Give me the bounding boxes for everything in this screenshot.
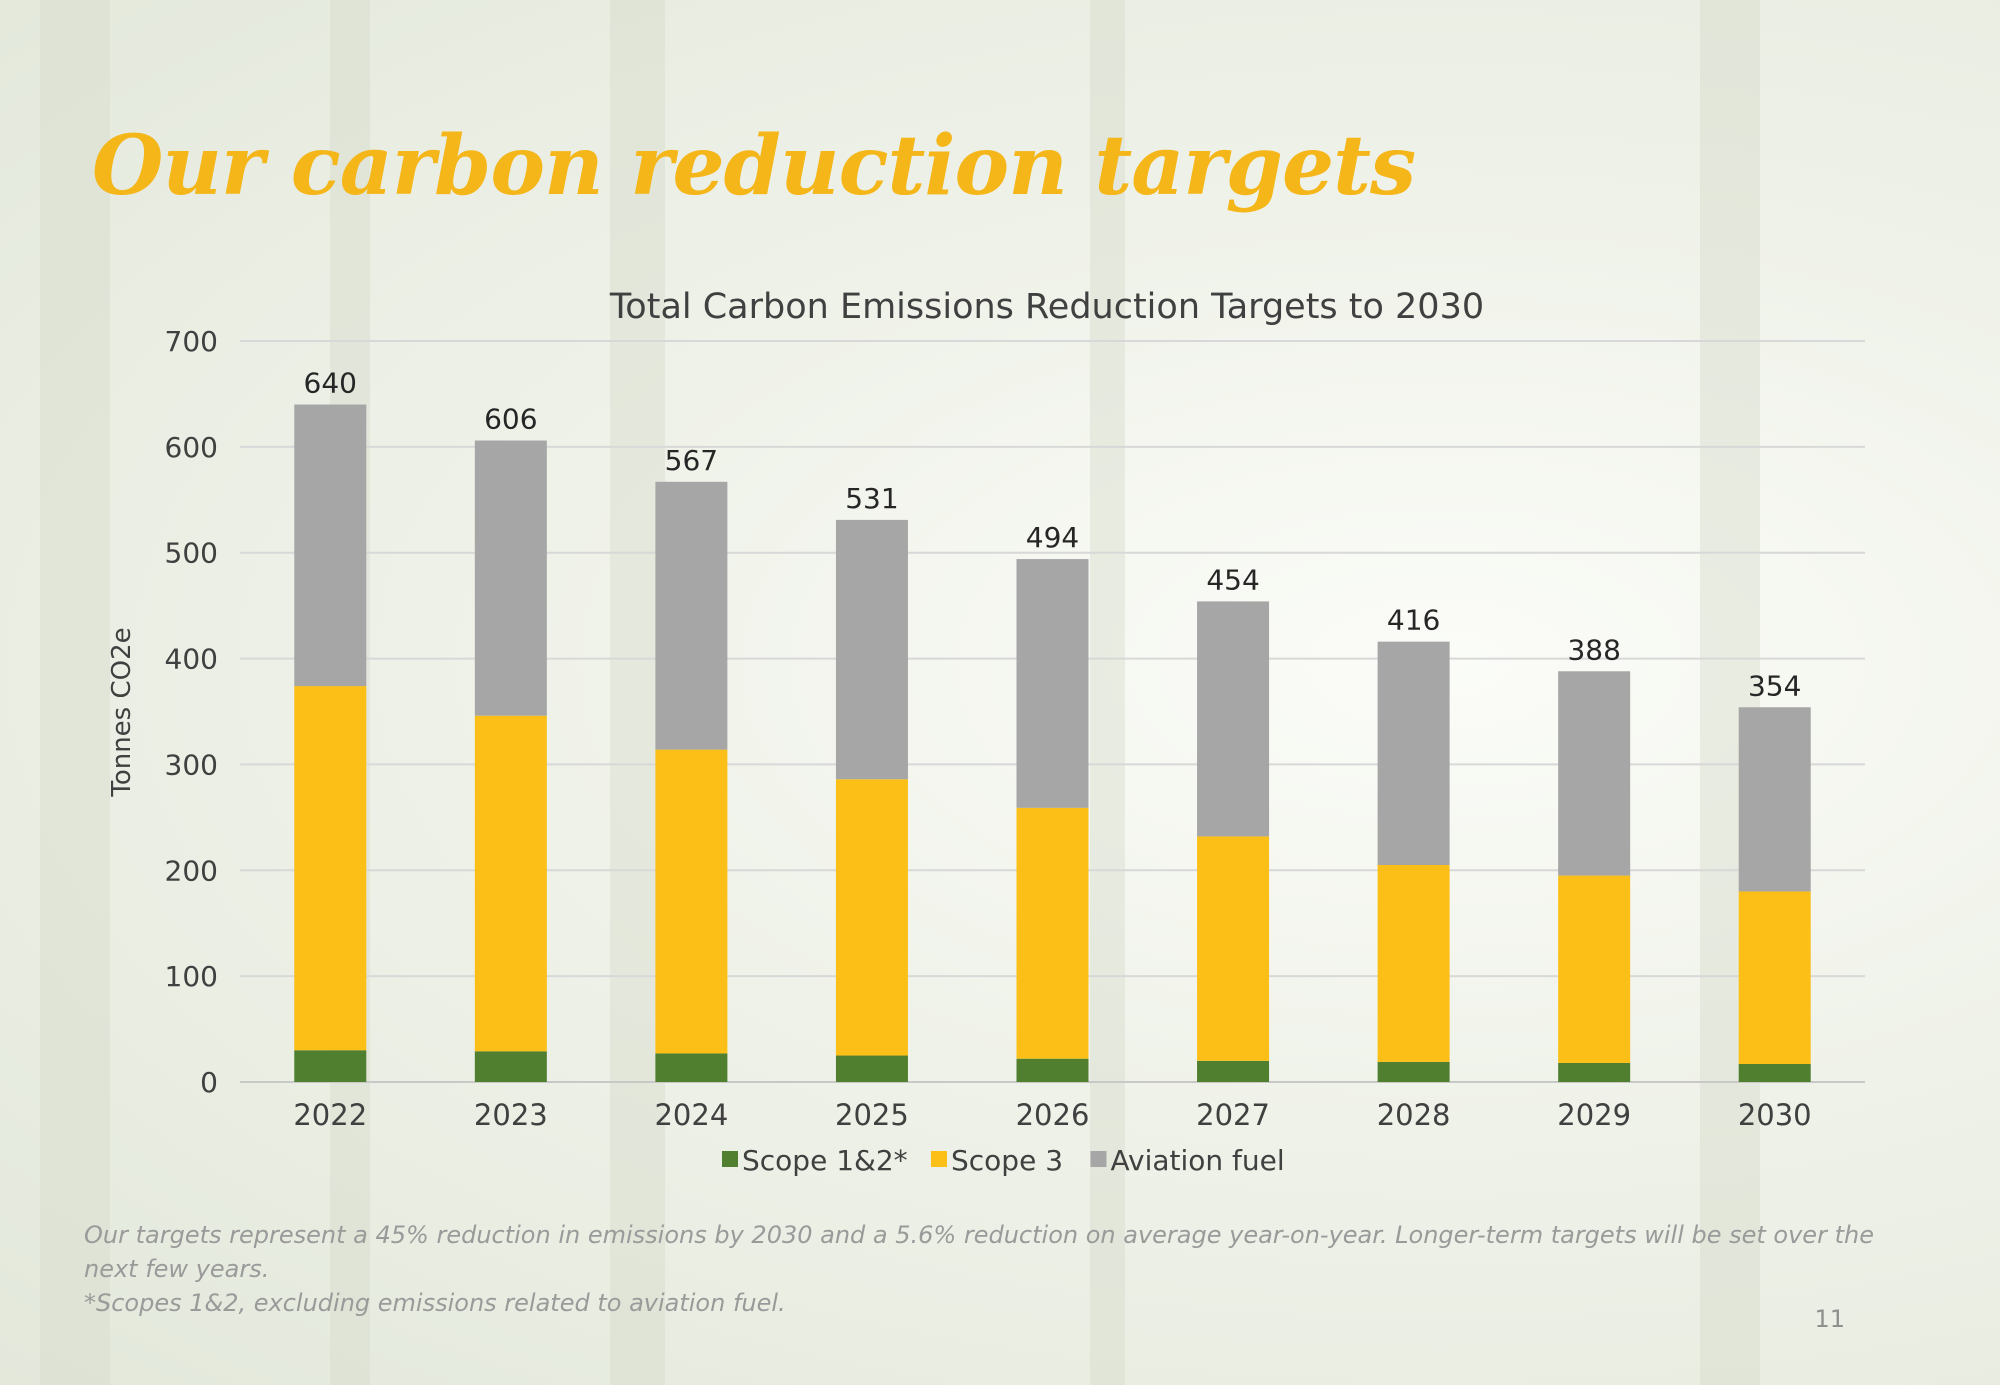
bar-segment: [1738, 1064, 1811, 1082]
bar-segment: [835, 519, 908, 780]
x-tick-label: 2026: [1016, 1098, 1090, 1132]
page-number: 11: [1814, 1305, 1845, 1333]
bar-segment: [474, 715, 547, 1052]
bar-segment: [655, 1053, 728, 1082]
x-tick-label: 2025: [835, 1098, 909, 1132]
y-tick-label: 200: [165, 854, 218, 887]
bar-segment: [655, 481, 728, 750]
data-label: 388: [1567, 633, 1620, 666]
bar-segment: [294, 686, 367, 1051]
x-tick-label: 2030: [1738, 1098, 1812, 1132]
data-label: 454: [1206, 563, 1259, 596]
legend-label: Scope 1&2*: [742, 1144, 908, 1177]
bar-segment: [1558, 1062, 1631, 1082]
bar-segment: [1016, 807, 1089, 1059]
caption-footnote: *Scopes 1&2, excluding emissions related…: [84, 1289, 786, 1317]
bar-segment: [835, 1055, 908, 1082]
data-label: 531: [845, 482, 898, 515]
legend-swatch: [931, 1151, 947, 1167]
y-tick-label: 0: [200, 1066, 218, 1099]
x-tick-label: 2027: [1196, 1098, 1270, 1132]
y-tick-label: 600: [165, 431, 218, 464]
legend-label: Aviation fuel: [1111, 1144, 1285, 1177]
bar-segment: [1377, 641, 1450, 865]
bar-segment: [294, 1050, 367, 1082]
data-label: 606: [484, 403, 537, 436]
bar-segment: [1197, 836, 1270, 1061]
data-label: 567: [665, 444, 718, 477]
bar-segment: [1558, 875, 1631, 1063]
x-tick-label: 2023: [474, 1098, 548, 1132]
data-label: 416: [1387, 604, 1440, 637]
bar-segment: [1016, 1058, 1089, 1082]
x-tick-label: 2024: [654, 1098, 728, 1132]
background-tree: [40, 0, 110, 1385]
y-tick-label: 500: [165, 537, 218, 570]
bar-segment: [1377, 864, 1450, 1062]
background-tree: [1700, 0, 1760, 1385]
y-tick-label: 300: [165, 748, 218, 781]
bar-segment: [1738, 707, 1811, 892]
bar-segment: [294, 404, 367, 687]
y-tick-label: 100: [165, 960, 218, 993]
caption-note: Our targets represent a 45% reduction in…: [84, 1221, 1874, 1283]
legend-label: Scope 3: [951, 1144, 1063, 1177]
x-tick-label: 2022: [293, 1098, 367, 1132]
data-label: 640: [304, 367, 357, 400]
bar-segment: [1197, 1060, 1270, 1082]
bar-segment: [655, 749, 728, 1054]
emissions-chart: Total Carbon Emissions Reduction Targets…: [107, 287, 1865, 1177]
bar-segment: [835, 779, 908, 1056]
bar-segment: [474, 1051, 547, 1082]
y-tick-label: 700: [165, 325, 218, 358]
y-axis-label: Tonnes CO2e: [107, 627, 137, 797]
x-tick-label: 2029: [1557, 1098, 1631, 1132]
legend-swatch: [1090, 1151, 1107, 1167]
chart-title: Total Carbon Emissions Reduction Targets…: [609, 287, 1484, 327]
bar-segment: [1016, 559, 1089, 808]
legend-swatch: [722, 1151, 738, 1167]
bar-segment: [1738, 891, 1811, 1065]
data-label: 494: [1026, 521, 1079, 554]
bar-segment: [1558, 671, 1631, 876]
x-tick-label: 2028: [1377, 1098, 1451, 1132]
y-tick-label: 400: [165, 643, 218, 676]
page-title: Our carbon reduction targets: [92, 118, 1416, 214]
data-label: 354: [1748, 669, 1801, 702]
bar-segment: [474, 440, 547, 716]
bar-segment: [1197, 601, 1270, 837]
bar-segment: [1377, 1061, 1450, 1082]
